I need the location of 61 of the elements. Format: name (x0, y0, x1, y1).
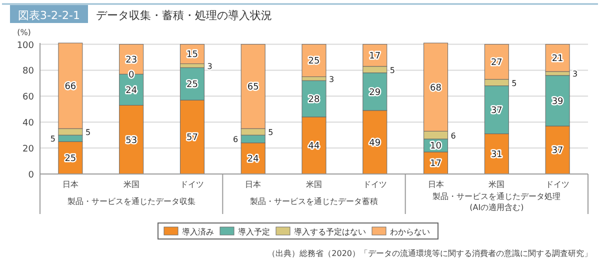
x-tick-label: 米国 (488, 180, 505, 189)
x-tick-label: 日本 (245, 180, 262, 189)
y-tick-label: 40 (22, 118, 34, 129)
x-tick-label: ドイツ (362, 180, 387, 189)
data-label: 3 (572, 70, 578, 79)
data-label: 6 (233, 135, 238, 144)
y-tick-label: 0 (28, 170, 34, 180)
y-axis-title: (%) (17, 28, 31, 37)
data-label: 25 (308, 56, 320, 67)
y-tick-label: 80 (22, 66, 34, 77)
y-tick-label: 60 (22, 92, 34, 103)
data-label: 44 (308, 142, 320, 152)
data-label: 17 (430, 159, 442, 170)
data-label: 10 (430, 142, 442, 152)
text: 製品・サービスを通じたデータ処理 (AIの適用含む) (432, 192, 561, 212)
x-tick-label: ドイツ (546, 180, 570, 189)
data-label: 5 (50, 134, 56, 144)
x-tick-label: 米国 (306, 180, 322, 189)
data-label: 68 (430, 83, 442, 94)
data-label: 5 (85, 128, 91, 138)
data-label: 31 (490, 150, 502, 160)
data-label: 24 (126, 86, 138, 96)
data-label: 49 (369, 138, 381, 148)
y-tick-label: 20 (22, 144, 34, 155)
data-label: 53 (126, 136, 138, 146)
data-label: 3 (329, 74, 334, 84)
text: 製品・サービスを通じたデータ収集 (67, 197, 196, 206)
data-label: 5 (268, 128, 274, 138)
data-label: 17 (369, 52, 381, 62)
data-label: 37 (490, 106, 502, 116)
text: 図表3-2-2-1 (18, 9, 80, 22)
data-label: 15 (186, 50, 198, 60)
data-label: 21 (552, 54, 564, 64)
data-label: 28 (308, 94, 320, 105)
data-label: 6 (450, 131, 456, 140)
legend-label: わからない (390, 228, 430, 236)
data-label: 66 (64, 82, 76, 92)
x-tick-label: 米国 (123, 180, 140, 189)
data-label: 25 (186, 80, 198, 90)
x-tick-label: 日本 (428, 180, 444, 189)
data-label: 3 (207, 62, 212, 71)
data-label: 37 (552, 146, 564, 156)
text: （出典）総務省（2020）「データの流通環境等に関する消費者の意識に関する調査研究」 (268, 249, 592, 258)
legend-label: 導入予定 (238, 228, 270, 236)
text: 製品・サービスを通じたデータ蓄積 (250, 197, 378, 206)
x-tick-label: ドイツ (180, 180, 204, 189)
data-label: 29 (369, 88, 381, 98)
legend-label: 導入済み (182, 228, 214, 236)
data-label: 23 (126, 55, 138, 66)
data-label: 5 (512, 78, 517, 88)
data-label: 24 (247, 154, 260, 165)
y-tick-label: 100 (16, 40, 34, 51)
data-label: 25 (64, 154, 76, 164)
legend-label: 導入する予定はない (294, 228, 366, 236)
x-tick-label: 日本 (62, 180, 78, 189)
data-label: 57 (186, 133, 198, 144)
chart-title: データ収集・蓄積・処理の導入状況 (96, 9, 272, 22)
data-label: 65 (247, 82, 259, 93)
data-label: 27 (490, 58, 502, 68)
data-label: 39 (552, 96, 564, 107)
data-label: 5 (390, 66, 395, 75)
